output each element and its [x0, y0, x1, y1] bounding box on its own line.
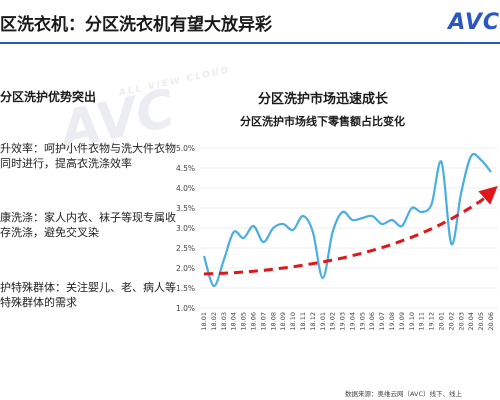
x-tick-label: 19.09 — [398, 312, 406, 331]
y-tick-label: 4.0% — [176, 184, 195, 193]
x-tick-label: 18.05 — [240, 312, 248, 331]
x-tick-label: 20.05 — [477, 312, 485, 331]
x-tick-label: 18.02 — [210, 312, 218, 331]
x-tick-label: 19.04 — [348, 312, 356, 331]
x-tick-label: 19.10 — [408, 312, 416, 331]
x-tick-label: 19.03 — [339, 312, 347, 331]
x-tick-label: 20.02 — [447, 312, 455, 331]
x-tick-label: 18.09 — [279, 312, 287, 331]
x-tick-label: 19.06 — [368, 312, 376, 331]
x-tick-label: 18.11 — [299, 312, 307, 331]
x-tick-label: 18.07 — [259, 312, 267, 331]
advantage-point-health: 康洗涤：家人内衣、袜子等现专属收存洗涤，避免交叉染 — [0, 211, 176, 239]
x-tick-label: 19.02 — [329, 312, 337, 331]
x-tick-label: 18.03 — [220, 312, 228, 331]
x-tick-label: 18.04 — [230, 312, 238, 331]
chart-title: 分区洗护市场迅速成长 — [258, 92, 389, 107]
x-tick-label: 20.01 — [438, 312, 446, 331]
x-tick-label: 18.08 — [269, 312, 277, 331]
avc-logo: AVC — [448, 10, 500, 35]
x-tick-label: 20.03 — [457, 312, 465, 331]
trend-arrow — [203, 186, 498, 276]
x-tick-label: 18.01 — [200, 312, 208, 331]
x-tick-label: 19.08 — [388, 312, 396, 331]
title-divider — [0, 42, 500, 44]
data-source-note: 数据来源：奥维云网（AVC）线下、线上 — [345, 390, 463, 398]
x-tick-label: 18.06 — [249, 312, 257, 331]
y-tick-label: 3.0% — [176, 224, 195, 233]
x-tick-label: 18.10 — [289, 312, 297, 331]
x-tick-label: 20.04 — [467, 312, 475, 331]
left-panel-heading: 分区洗护优势突出 — [0, 90, 97, 104]
y-tick-label: 5.0% — [176, 144, 195, 153]
x-tick-label: 20.06 — [487, 312, 495, 331]
x-tick-label: 19.01 — [319, 312, 327, 331]
y-tick-label: 1.0% — [176, 304, 195, 313]
y-tick-label: 4.5% — [176, 164, 195, 173]
x-tick-label: 19.07 — [378, 312, 386, 331]
advantage-point-special-groups: 护特殊群体：关注婴儿、老、病人等特殊群体的需求 — [0, 281, 176, 309]
slide-title: 区洗衣机：分区洗衣机有望大放异彩 — [0, 15, 272, 35]
x-tick-label: 18.12 — [309, 312, 317, 331]
chart-subtitle: 分区洗护市场线下零售额占比变化 — [240, 115, 405, 128]
y-tick-label: 2.5% — [176, 244, 195, 253]
x-tick-label: 19.11 — [418, 312, 426, 331]
y-tick-label: 2.0% — [176, 264, 195, 273]
advantage-point-efficiency: 升效率：呵护小件衣物与洗大件衣物同时进行，提高衣洗涤效率 — [0, 142, 176, 170]
series-line-share — [202, 152, 492, 288]
y-tick-label: 1.5% — [176, 284, 195, 293]
x-tick-label: 19.05 — [358, 312, 366, 331]
x-tick-label: 19.12 — [428, 312, 436, 331]
y-tick-label: 3.5% — [176, 204, 195, 213]
